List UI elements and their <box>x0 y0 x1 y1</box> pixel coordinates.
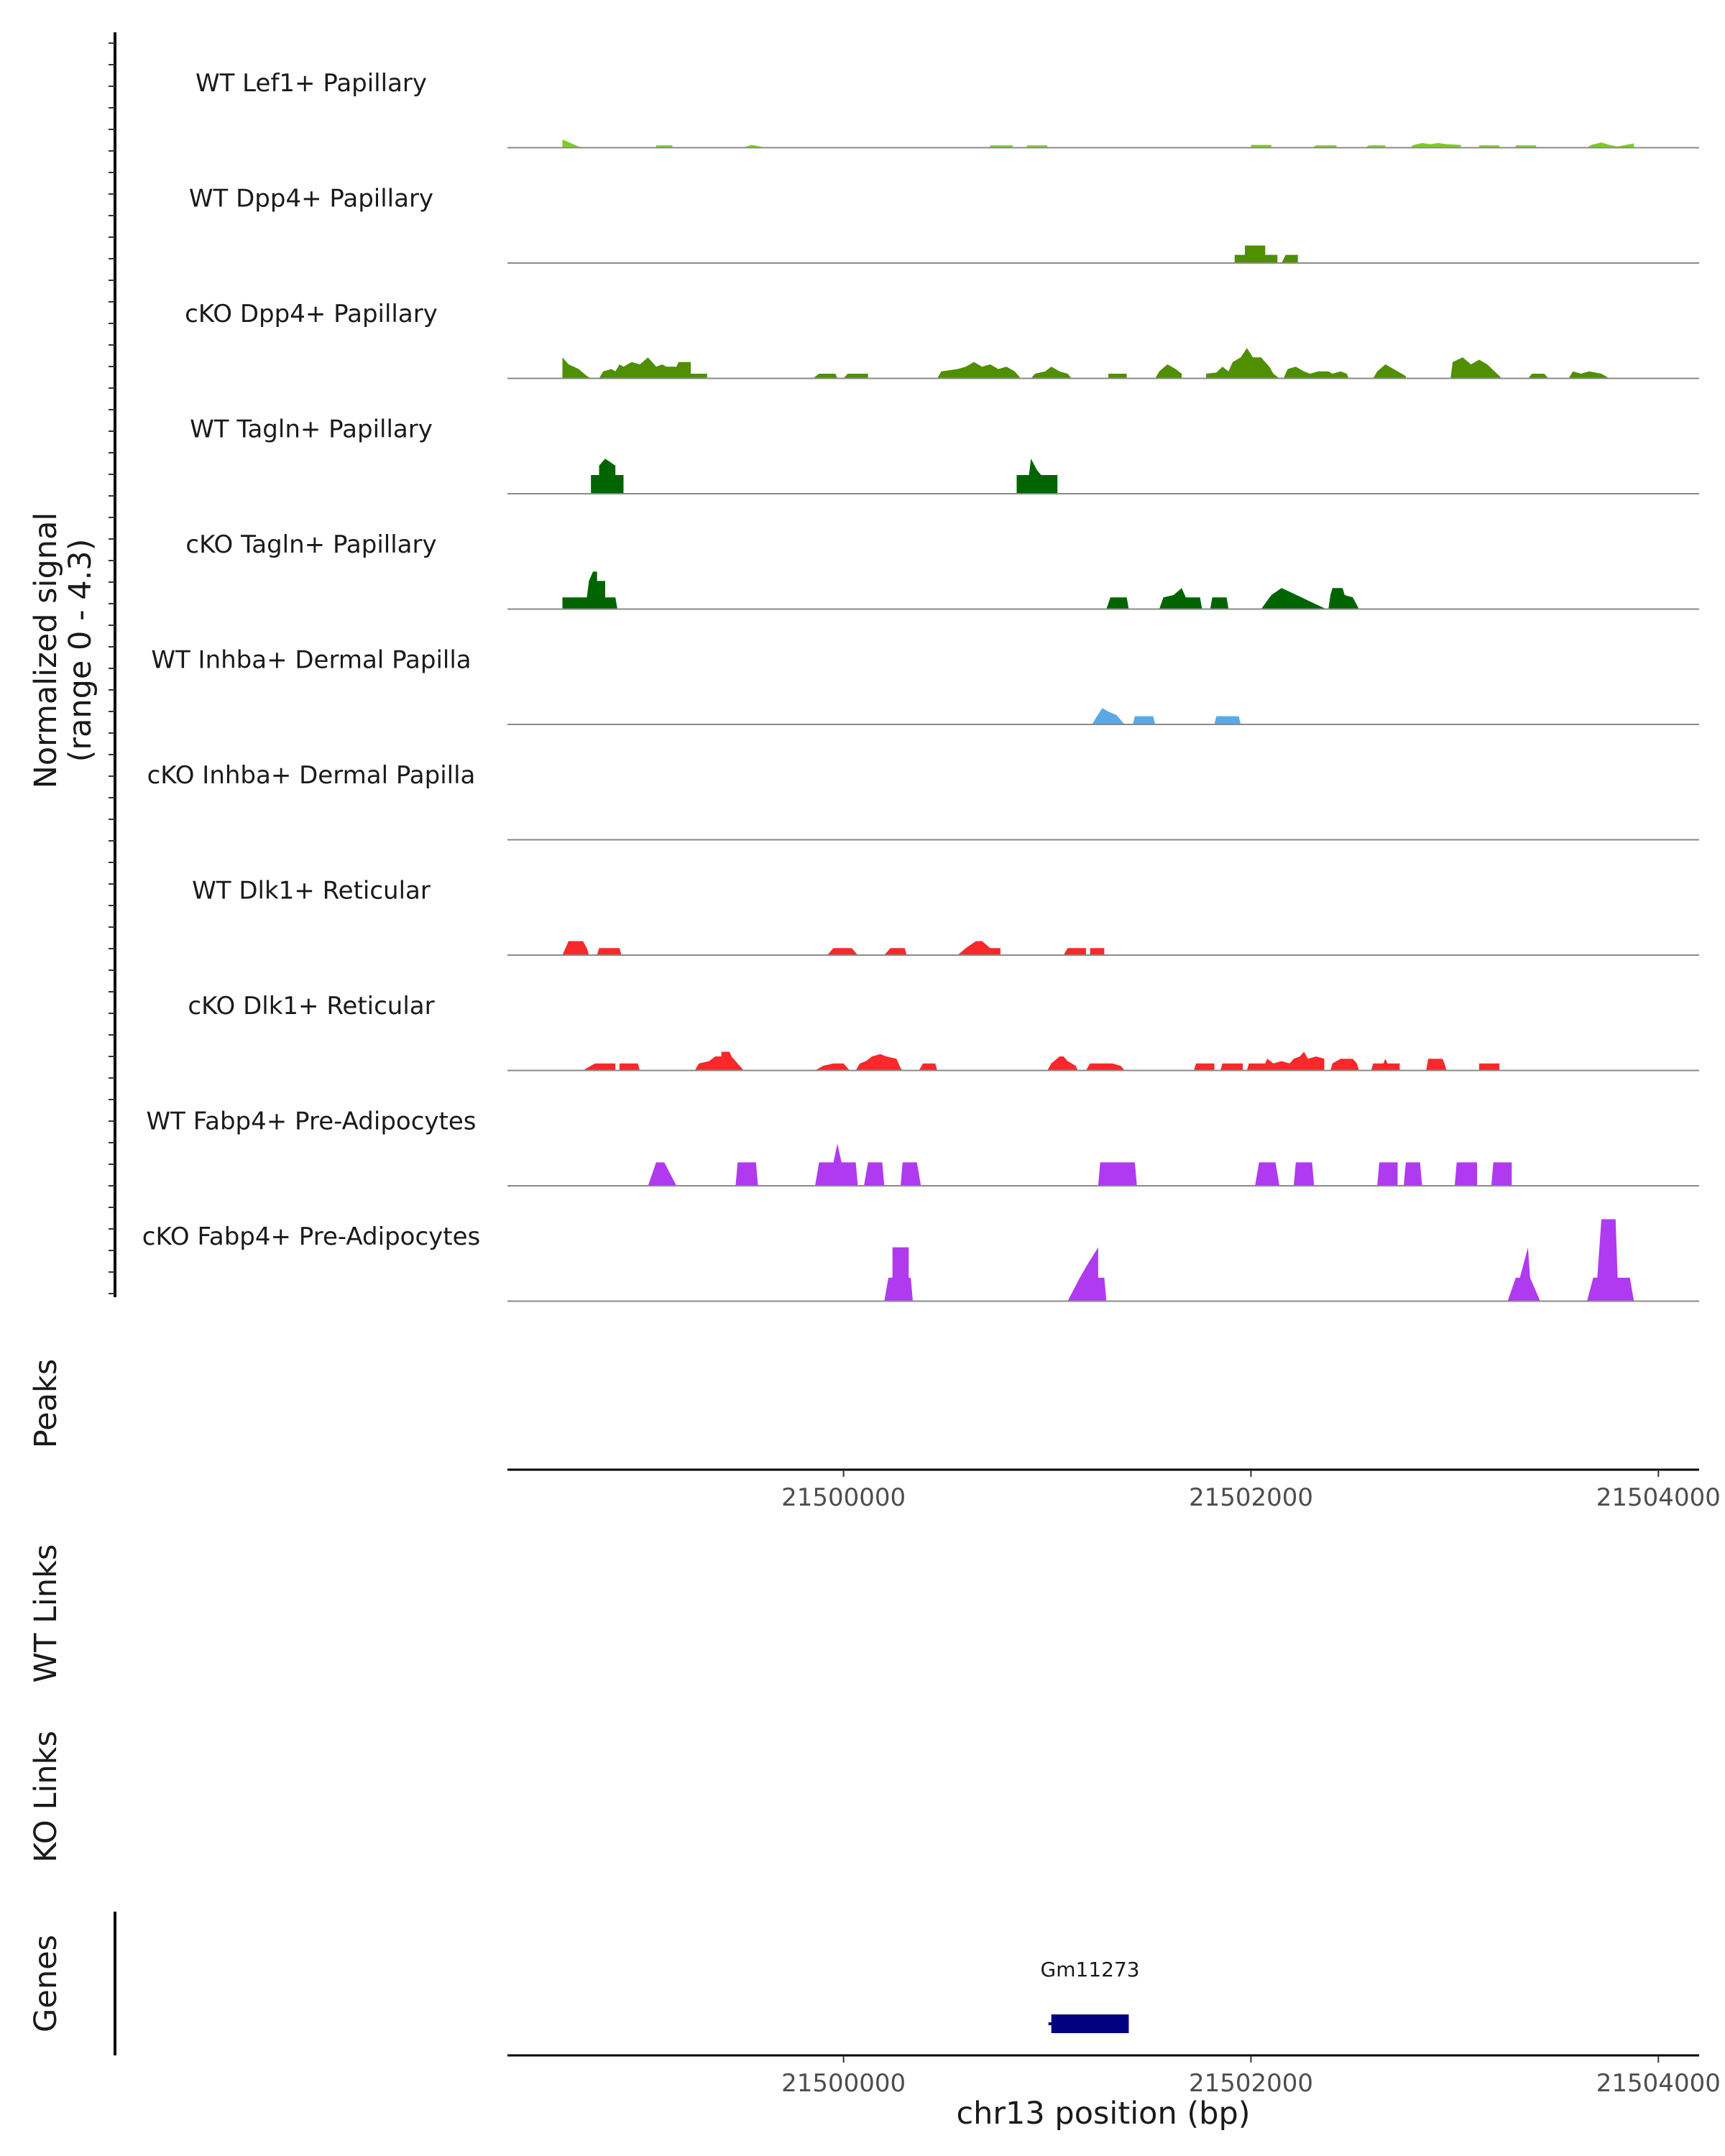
track-label: WT Lef1+ Papillary <box>196 69 427 98</box>
coverage-area <box>1092 708 1241 724</box>
peaks-x-axis-ticks: 21500000 21502000 21504000 <box>781 1470 1721 1512</box>
x-tick-label: 21500000 <box>781 1483 906 1512</box>
track-label: WT Dlk1+ Reticular <box>192 877 431 906</box>
track-7: cKO Inhba+ Dermal Papilla <box>147 761 1699 841</box>
track-label: cKO Tagln+ Papillary <box>185 530 436 559</box>
track-label: WT Tagln+ Papillary <box>190 415 433 444</box>
track-6: WT Inhba+ Dermal Papilla <box>151 646 1699 725</box>
track-5: cKO Tagln+ Papillary <box>185 530 1699 610</box>
x-tick-label: 21504000 <box>1596 1483 1721 1512</box>
coverage-area <box>562 571 1359 609</box>
track-1: WT Lef1+ Papillary <box>196 69 1699 149</box>
track-3: cKO Dpp4+ Papillary <box>185 300 1699 379</box>
genes-x-axis-ticks: 21500000 21502000 21504000 <box>781 2055 1721 2098</box>
track-2: WT Dpp4+ Papillary <box>189 185 1699 264</box>
coverage-area <box>562 348 1630 379</box>
coverage-area <box>648 1143 1512 1186</box>
gene-annotations: Gm11273 <box>1041 1958 1140 2033</box>
track-label: WT Fabp4+ Pre-Adipocytes <box>147 1107 477 1136</box>
x-tick-label: 21504000 <box>1596 2069 1721 2098</box>
track-label: WT Dpp4+ Papillary <box>189 185 433 213</box>
x-tick-label: 21502000 <box>1189 2069 1313 2098</box>
track-label: cKO Fabp4+ Pre-Adipocytes <box>142 1222 481 1251</box>
peaks-panel-label: Peaks <box>28 1359 64 1449</box>
track-label: cKO Dlk1+ Reticular <box>188 992 434 1021</box>
coverage-tracks: WT Lef1+ Papillary WT Dpp4+ Papillary cKO … <box>142 69 1699 1302</box>
track-10: WT Fabp4+ Pre-Adipocytes <box>147 1107 1699 1187</box>
coverage-area <box>582 1051 1500 1071</box>
track-8: WT Dlk1+ Reticular <box>192 877 1699 956</box>
ko-links-panel-label: KO Links <box>28 1731 64 1863</box>
coverage-area <box>562 941 1105 955</box>
coverage-area <box>1234 245 1298 263</box>
signal-y-axis-label-line2: (range 0 - 4.3) <box>63 539 98 763</box>
track-9: cKO Dlk1+ Reticular <box>188 992 1699 1072</box>
genes-panel-label: Genes <box>28 1935 64 2032</box>
signal-axis-ticks <box>109 42 115 1294</box>
track-11: cKO Fabp4+ Pre-Adipocytes <box>142 1219 1699 1302</box>
x-tick-label: 21502000 <box>1189 1483 1313 1512</box>
coverage-area <box>562 139 1634 148</box>
wt-links-panel-label: WT Links <box>28 1544 64 1683</box>
x-axis-title: chr13 position (bp) <box>956 2096 1250 2132</box>
track-label: cKO Inhba+ Dermal Papilla <box>147 761 476 790</box>
x-tick-label: 21500000 <box>781 2069 906 2098</box>
track-label: WT Inhba+ Dermal Papilla <box>151 646 471 675</box>
track-label: cKO Dpp4+ Papillary <box>185 300 438 328</box>
track-4: WT Tagln+ Papillary <box>190 415 1699 494</box>
signal-y-axis-label-line1: Normalized signal <box>28 512 64 789</box>
gene-label: Gm11273 <box>1041 1958 1140 1981</box>
